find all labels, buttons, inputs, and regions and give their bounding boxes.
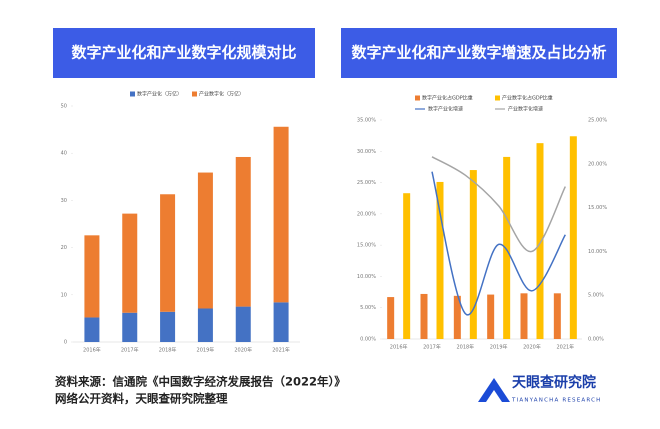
- bar: [273, 126, 289, 303]
- bar: [273, 302, 289, 342]
- y-tick-label: 5.00%: [360, 305, 376, 311]
- x-tick-label: 2019年: [197, 347, 215, 354]
- bar: [420, 293, 428, 339]
- x-tick-label: 2018年: [159, 347, 177, 354]
- x-tick-label: 2020年: [523, 344, 541, 351]
- title-banner: [341, 28, 617, 78]
- bar: [569, 136, 577, 339]
- x-tick-label: 2017年: [423, 344, 441, 351]
- bar: [160, 311, 176, 342]
- logo-subtitle: TIANYANCHA RESEARCH: [511, 398, 602, 404]
- line-series: [431, 156, 567, 253]
- bar: [197, 172, 213, 309]
- bar: [122, 213, 138, 313]
- x-tick-label: 2021年: [556, 344, 574, 351]
- bar: [403, 193, 411, 339]
- y2-tick-label: 5.00%: [588, 293, 604, 299]
- y-tick-label: 15.00%: [357, 243, 376, 249]
- x-tick-label: 2016年: [83, 347, 101, 354]
- logo-name: 天眼查研究院: [512, 374, 596, 391]
- title-banner: [53, 28, 315, 78]
- bar: [160, 194, 176, 312]
- legend-label: 产业数字化占GDP比重: [502, 95, 553, 102]
- bar: [387, 297, 395, 339]
- bar: [520, 293, 528, 339]
- y-tick-label: 40: [61, 151, 67, 157]
- y-tick-label: 35.00%: [357, 118, 376, 124]
- bar: [453, 295, 461, 339]
- legend-label: 产业数字化增速: [508, 106, 543, 113]
- y-tick-label: 0: [64, 340, 67, 346]
- chart-title: 数字产业化和产业数字化规模对比: [71, 44, 296, 62]
- bar: [536, 143, 544, 339]
- source-text: 网络公开资料，天眼查研究院整理: [55, 392, 228, 406]
- line-series: [431, 171, 566, 316]
- bar: [553, 293, 561, 339]
- y-tick-label: 30: [61, 198, 67, 204]
- y2-tick-label: 15.00%: [588, 205, 607, 211]
- x-tick-label: 2020年: [234, 347, 252, 354]
- y-tick-label: 25.00%: [357, 180, 376, 186]
- y-tick-label: 30.00%: [357, 149, 376, 155]
- bar: [122, 312, 138, 342]
- y-tick-label: 20: [61, 245, 67, 251]
- bar: [84, 235, 100, 318]
- legend-swatch: [130, 91, 135, 97]
- logo-icon: [478, 378, 510, 402]
- source-text: 资料来源：信通院《中国数字经济发展报告（2022年）》: [55, 375, 346, 389]
- legend-label: 产业数字化（万亿）: [199, 91, 244, 98]
- y-tick-label: 20.00%: [357, 211, 376, 217]
- bar: [197, 308, 213, 342]
- x-tick-label: 2019年: [490, 344, 508, 351]
- y2-tick-label: 25.00%: [588, 118, 607, 124]
- legend-swatch: [415, 95, 420, 101]
- bar: [235, 306, 251, 342]
- legend-label: 数字产业化增速: [428, 106, 463, 113]
- bar: [84, 317, 100, 342]
- bar: [503, 156, 511, 339]
- y-tick-label: 10.00%: [357, 274, 376, 280]
- x-tick-label: 2021年: [272, 347, 290, 354]
- legend-label: 数字产业化（万亿）: [137, 91, 182, 98]
- x-tick-label: 2017年: [121, 347, 139, 354]
- bar: [436, 181, 444, 339]
- legend-swatch: [192, 91, 197, 97]
- legend-swatch: [495, 95, 500, 101]
- x-tick-label: 2018年: [456, 344, 474, 351]
- legend-label: 数字产业化占GDP比重: [422, 95, 473, 102]
- y2-tick-label: 20.00%: [588, 161, 607, 167]
- y2-tick-label: 10.00%: [588, 249, 607, 255]
- bar: [469, 170, 477, 339]
- y-tick-label: 0.00%: [360, 337, 376, 343]
- bar: [487, 294, 495, 339]
- y-tick-label: 50: [61, 104, 67, 110]
- y2-tick-label: 0.00%: [588, 337, 604, 343]
- bar: [235, 156, 251, 307]
- x-tick-label: 2016年: [390, 344, 408, 351]
- chart-title: 数字产业化和产业数字增速及占比分析: [351, 44, 606, 62]
- y-tick-label: 10: [61, 292, 67, 298]
